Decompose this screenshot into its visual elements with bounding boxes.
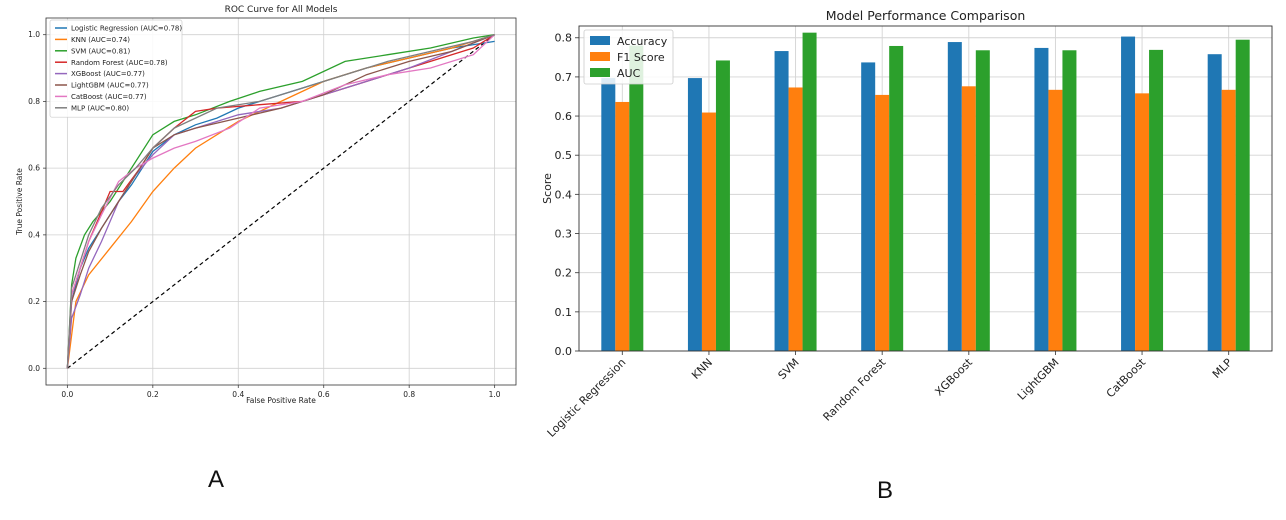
roc-series-line-5 xyxy=(66,34,495,369)
roc-legend-label-1: KNN (AUC=0.74) xyxy=(71,36,130,44)
panel-label-a: A xyxy=(208,466,225,493)
bar-y-axis-label: Score xyxy=(541,173,554,204)
bar-category-label: Random Forest xyxy=(821,355,889,423)
bar-0-7 xyxy=(1207,54,1222,351)
bar-1-7 xyxy=(1221,89,1236,351)
bar-category-label: LightGBM xyxy=(1015,356,1062,403)
roc-legend-label-5: LightGBM (AUC=0.77) xyxy=(71,82,149,90)
roc-legend-label-3: Random Forest (AUC=0.78) xyxy=(71,59,168,67)
roc-x-tick-label: 0.6 xyxy=(318,390,330,399)
bar-0-2 xyxy=(774,51,789,351)
bar-1-4 xyxy=(961,86,976,351)
bar-y-tick-label: 0.5 xyxy=(555,149,573,162)
bar-category-label: Logistic Regression xyxy=(545,356,629,440)
roc-x-tick-label: 1.0 xyxy=(489,390,501,399)
roc-chart: 0.0 0.2 0.4 0.6 0.8 1.0 0.0 0.2 0.4 0.6 0.8 1.0 ROC … xyxy=(15,5,517,405)
bar-1-3 xyxy=(875,94,890,352)
roc-title: ROC Curve for All Models xyxy=(225,5,338,15)
roc-legend-label-2: SVM (AUC=0.81) xyxy=(71,47,130,55)
roc-x-tick-label: 0.2 xyxy=(147,390,159,399)
roc-y-tick-label: 0.2 xyxy=(28,297,40,306)
roc-x-axis-label: False Positive Rate xyxy=(246,396,316,405)
roc-series-line-2 xyxy=(66,34,495,369)
bar-y-tick-label: 0.2 xyxy=(555,267,573,280)
bar-plot-frame xyxy=(578,25,1273,352)
bar-1-6 xyxy=(1135,93,1150,351)
bar-2-2 xyxy=(802,32,817,352)
bar-1-2 xyxy=(788,87,803,352)
roc-series-line-6 xyxy=(66,34,496,369)
roc-y-tick-label: 0.4 xyxy=(28,230,40,239)
roc-series-line-7 xyxy=(66,34,495,369)
bar-y-tick-label: 0.4 xyxy=(555,188,573,201)
roc-diagonal-line xyxy=(66,34,496,369)
roc-y-tick-label: 0.6 xyxy=(28,164,40,173)
bar-0-3 xyxy=(861,62,876,352)
bar-0-1 xyxy=(687,78,702,352)
bar-title: Model Performance Comparison xyxy=(826,8,1026,23)
bar-2-4 xyxy=(975,50,990,352)
bar-category-label: KNN xyxy=(689,356,715,382)
panel-label-b: B xyxy=(877,477,894,504)
bar-2-1 xyxy=(715,60,730,352)
roc-x-tick-label: 0.8 xyxy=(403,390,415,399)
bar-legend-label-2: AUC xyxy=(617,67,641,80)
bar-0-6 xyxy=(1121,36,1136,351)
bar-0-4 xyxy=(947,42,962,351)
bar-0-5 xyxy=(1034,47,1049,352)
bar-2-6 xyxy=(1149,49,1164,351)
roc-legend-label-0: Logistic Regression (AUC=0.78) xyxy=(71,25,182,33)
roc-x-tick-label: 0.4 xyxy=(232,390,244,399)
bar-1-5 xyxy=(1048,89,1063,351)
roc-series-line-1 xyxy=(66,34,495,369)
bar-legend-swatch-1 xyxy=(590,52,610,61)
bar-0-0 xyxy=(601,78,616,352)
bar-y-tick-label: 0.7 xyxy=(555,71,573,84)
bar-y-tick-label: 0.1 xyxy=(555,306,573,319)
bar-1-0 xyxy=(615,101,630,351)
bar-legend-swatch-2 xyxy=(590,68,610,77)
bar-1-1 xyxy=(701,112,716,351)
bar-2-7 xyxy=(1235,39,1250,351)
bar-category-label: XGBoost xyxy=(932,355,975,398)
bar-category-label: CatBoost xyxy=(1104,355,1149,400)
bar-y-tick-label: 0.8 xyxy=(555,32,573,45)
roc-legend-label-7: MLP (AUC=0.80) xyxy=(71,104,129,112)
roc-legend-label-4: XGBoost (AUC=0.77) xyxy=(71,70,145,78)
bar-chart: 0.0 0.1 0.2 0.3 0.4 0.5 0.6 0.7 0.8 Logistic Regr… xyxy=(541,8,1273,440)
bar-legend-label-1: F1 Score xyxy=(617,51,665,64)
bar-legend-label-0: Accuracy xyxy=(617,35,668,48)
bar-category-label: SVM xyxy=(776,356,802,382)
roc-y-axis-label: True Positive Rate xyxy=(15,168,24,236)
bar-2-5 xyxy=(1062,50,1077,352)
roc-y-tick-label: 0.8 xyxy=(28,97,40,106)
roc-x-tick-label: 0.0 xyxy=(61,390,73,399)
roc-y-tick-label: 0.0 xyxy=(28,364,40,373)
bar-2-0 xyxy=(629,45,644,352)
bar-y-tick-label: 0.6 xyxy=(555,110,573,123)
bar-y-tick-label: 0.0 xyxy=(555,345,573,358)
roc-legend-box xyxy=(49,19,183,118)
bar-category-label: MLP xyxy=(1210,356,1235,381)
roc-plot-frame xyxy=(45,17,517,386)
bar-legend-swatch-0 xyxy=(590,36,610,45)
bar-y-tick-label: 0.3 xyxy=(555,228,573,241)
roc-y-tick-label: 1.0 xyxy=(28,30,40,39)
roc-legend-label-6: CatBoost (AUC=0.77) xyxy=(71,93,147,101)
bar-2-3 xyxy=(889,45,904,351)
